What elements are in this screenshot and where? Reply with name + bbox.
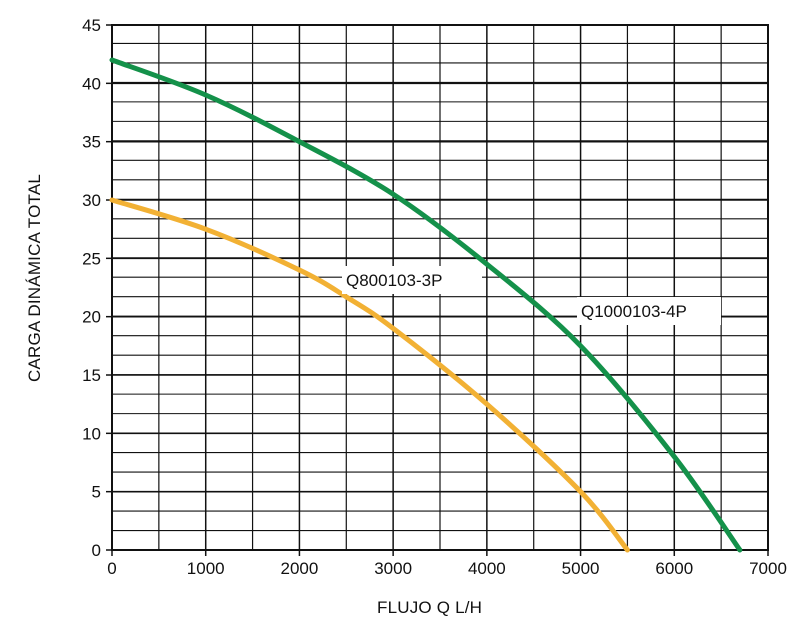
y-tick-label: 20	[82, 308, 101, 327]
axes-layer: 0 1000 2000 3000 4000 5000 6000 7000 0 5 10 15 20 25 3…	[82, 16, 787, 578]
series-line-q800103-3p	[109, 197, 630, 553]
x-tick-label: 7000	[749, 559, 787, 578]
y-tick-label: 5	[92, 483, 101, 502]
y-tick-label: 25	[82, 249, 101, 268]
x-axis-title: FLUJO Q L/H	[377, 598, 482, 617]
series-line-q1000103-4p	[109, 57, 743, 553]
series-label-q800103-3p: Q800103-3P	[346, 271, 442, 290]
x-tick-label: 1000	[187, 559, 225, 578]
x-tick-label: 2000	[281, 559, 319, 578]
x-tick-label: 5000	[562, 559, 600, 578]
y-tick-label: 0	[92, 541, 101, 560]
series-label-bg-q800103-3p	[342, 266, 482, 294]
y-axis-title: CARGA DINÁMICA TOTAL	[25, 174, 44, 382]
series-label-bg-q1000103-4p	[577, 297, 721, 325]
x-tick-label: 0	[107, 559, 116, 578]
y-tick-label: 15	[82, 366, 101, 385]
series-label-q1000103-4p: Q1000103-4P	[581, 302, 687, 321]
plot-frame	[111, 24, 769, 551]
x-tick-label: 4000	[468, 559, 506, 578]
y-tick-label: 35	[82, 133, 101, 152]
label-layer: Q800103-3P Q1000103-4P	[342, 266, 721, 325]
y-tick-label: 10	[82, 424, 101, 443]
x-tick-label: 6000	[655, 559, 693, 578]
series-layer	[109, 57, 743, 553]
y-tick-label: 30	[82, 191, 101, 210]
x-tick-label: 3000	[374, 559, 412, 578]
y-tick-label: 45	[82, 16, 101, 35]
y-tick-label: 40	[82, 74, 101, 93]
